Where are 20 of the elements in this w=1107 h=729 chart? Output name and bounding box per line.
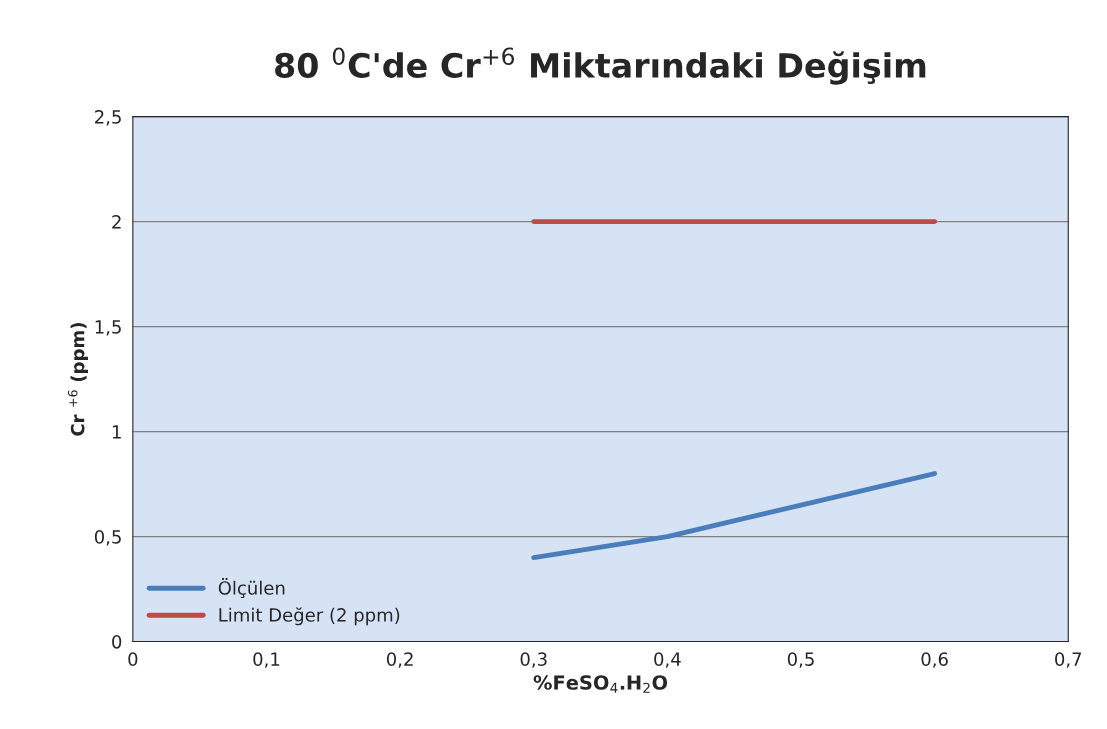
line-series [531,471,938,560]
y-tick-label: 0,5 [94,530,121,546]
x-tick-label: 0,3 [520,652,547,668]
y-tick-label: 0 [112,634,122,649]
legend-label: Ölçülen [218,578,285,599]
y-tick-label: 2 [112,215,121,229]
x-tick-label: 0 [128,652,138,666]
x-tick-label: 0,5 [787,652,814,668]
y-axis-title: Cr $^{+6}$ (ppm) [67,323,88,436]
chart-title: 80 $^{0}$C'de Cr$^{+6}$ Miktarındaki Değişim [275,47,926,85]
y-tick-label: 2,5 [95,110,121,126]
x-tick-label: 0,1 [253,652,280,668]
x-tick-label: 0,7 [1055,652,1082,668]
y-tick-label: 1,5 [95,320,121,336]
legend-label: Limit Değer (2 ppm) [219,607,400,626]
x-tick-label: 0,2 [386,652,413,668]
x-tick-label: 0,6 [921,652,948,668]
y-tick-label: 1 [112,425,121,439]
x-tick-label: 0,4 [654,652,681,668]
x-axis-title: %FeSO$_{4}$.H$_{2}$O [533,675,668,693]
